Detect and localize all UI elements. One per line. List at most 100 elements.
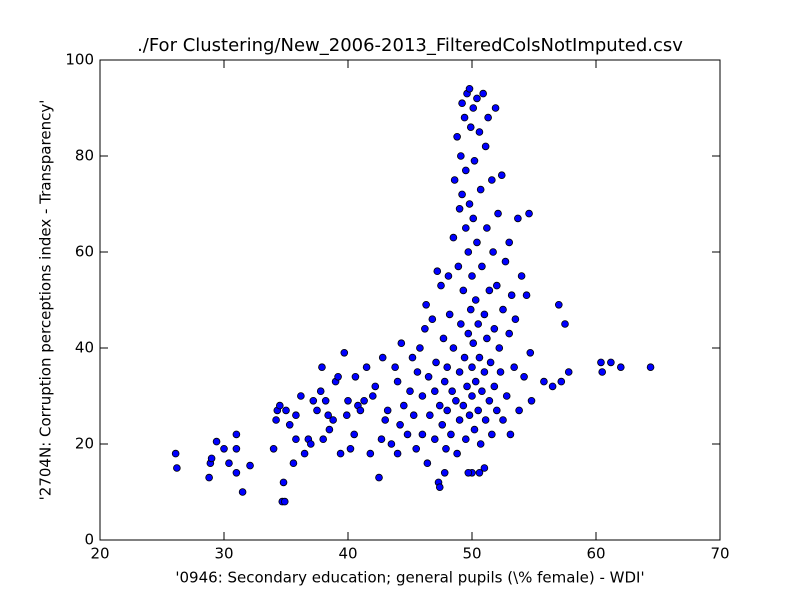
point [340, 348, 349, 357]
point [458, 190, 466, 199]
point [246, 461, 254, 470]
point [480, 368, 489, 376]
point [517, 272, 526, 280]
point [474, 406, 483, 415]
point [459, 401, 468, 410]
point [445, 310, 454, 319]
point [324, 411, 332, 420]
point [527, 396, 536, 405]
point [480, 310, 489, 319]
point [449, 233, 458, 242]
y-tick-label: 40 [75, 339, 94, 357]
point [483, 224, 491, 232]
point [450, 176, 459, 184]
point [480, 464, 489, 472]
y-tick-label: 0 [84, 531, 94, 549]
point [362, 363, 371, 372]
point [461, 224, 470, 232]
point [435, 401, 444, 410]
chart-title: ./For Clustering/New_2006-2013_FilteredC… [137, 35, 683, 56]
point [334, 372, 342, 381]
point [438, 420, 447, 429]
point [469, 339, 478, 348]
point [439, 334, 448, 343]
point [272, 416, 280, 424]
point [282, 406, 290, 415]
point [391, 363, 399, 372]
point [455, 368, 464, 376]
point [428, 315, 437, 324]
point [432, 358, 440, 367]
point [454, 262, 463, 271]
point [344, 396, 352, 405]
point [448, 387, 456, 396]
point [393, 377, 402, 386]
point [238, 488, 247, 496]
point [455, 416, 464, 424]
point [475, 353, 484, 362]
point [346, 444, 355, 453]
point [418, 392, 427, 400]
point [520, 372, 528, 381]
point [505, 329, 514, 338]
point [522, 291, 531, 300]
point [437, 281, 445, 290]
x-tick-label: 50 [462, 545, 481, 563]
point [465, 200, 474, 208]
point [515, 406, 523, 415]
point [173, 464, 181, 472]
point [463, 382, 471, 391]
point [501, 257, 510, 266]
point [418, 430, 427, 439]
point [496, 368, 505, 376]
point [492, 406, 501, 415]
point [232, 430, 241, 439]
point [511, 315, 520, 324]
point [426, 411, 434, 420]
point [449, 344, 458, 352]
point [360, 396, 368, 405]
point [318, 363, 326, 372]
point [468, 392, 476, 400]
point [371, 382, 380, 391]
point [336, 449, 345, 458]
point [491, 104, 500, 112]
point [485, 396, 494, 405]
x-tick-label: 30 [214, 545, 233, 563]
point [171, 449, 180, 458]
point [329, 416, 337, 424]
point [430, 387, 439, 396]
point [497, 171, 506, 180]
point [464, 329, 473, 338]
point [465, 411, 474, 420]
point [460, 353, 469, 362]
point [475, 128, 484, 136]
point [458, 99, 466, 107]
point [489, 248, 497, 256]
point [464, 248, 473, 256]
point [292, 411, 300, 420]
point [413, 368, 422, 376]
point [469, 104, 478, 112]
point [306, 440, 315, 448]
point [443, 363, 452, 372]
point [279, 478, 288, 487]
point [412, 444, 421, 453]
point [486, 358, 495, 367]
point [499, 305, 507, 314]
point [476, 185, 485, 194]
point [396, 420, 404, 429]
point [366, 449, 375, 458]
point [466, 123, 475, 131]
point [440, 377, 449, 386]
point [212, 437, 221, 446]
point [490, 382, 499, 391]
point [461, 435, 470, 444]
point [646, 363, 655, 372]
point [378, 353, 387, 362]
point [470, 425, 479, 434]
point [285, 420, 294, 429]
point [598, 368, 606, 376]
point [433, 267, 442, 276]
